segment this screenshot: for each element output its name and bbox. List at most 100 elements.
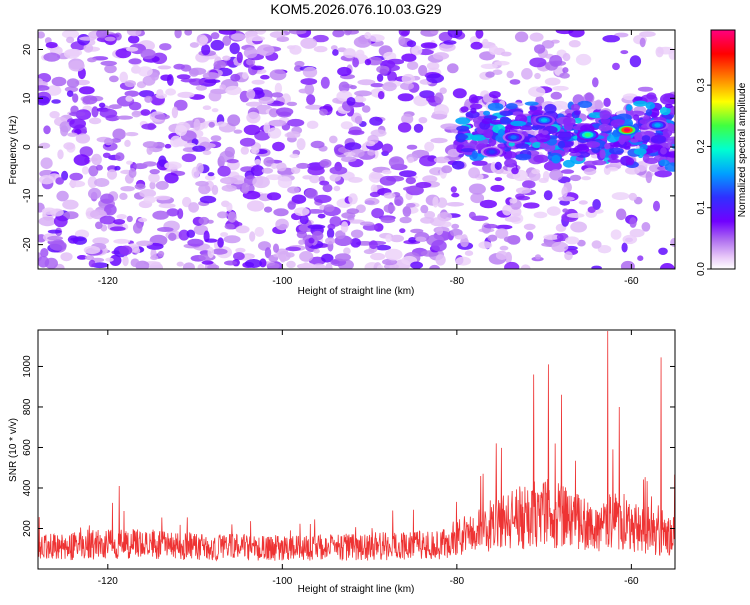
x-tick-label: -80 [450, 276, 465, 287]
spectrogram-cell [481, 118, 493, 125]
spectrogram-cell [38, 85, 50, 91]
spectrogram-cell [369, 116, 383, 126]
spectrogram-cell [152, 210, 169, 220]
spectrogram-cell [286, 260, 296, 268]
spectrogram-cell [305, 104, 323, 110]
spectrogram-cell [465, 110, 480, 119]
spectrogram-cell [109, 226, 126, 231]
spectrogram-cell [256, 44, 275, 56]
spectrogram-cell [494, 177, 503, 182]
spectrogram-cell [440, 123, 459, 130]
spectrogram-cell [216, 121, 228, 127]
spectrogram-cell [534, 254, 542, 260]
spectrogram-cell [433, 156, 450, 164]
spectrogram-cell [104, 36, 116, 42]
spectrogram-cell [405, 177, 416, 185]
spectrogram-cell [132, 222, 143, 234]
spectrogram-cell [139, 189, 157, 198]
spectrogram-cell [483, 128, 494, 139]
spectrogram-cell [489, 91, 501, 99]
spectrogram-cell [170, 135, 182, 148]
spectrogram-cell [100, 60, 117, 66]
spectrogram-cell [112, 128, 126, 140]
spectrogram-cell [552, 85, 569, 91]
spectrogram-cell [196, 162, 204, 174]
spectrogram-cell [49, 111, 60, 119]
spectrogram-cell [575, 53, 592, 66]
spectrogram-cell [568, 40, 581, 48]
snr-panel: -120 -100 -80 -60 200 400 600 800 1000 Height of… [8, 329, 676, 595]
spectrogram-cell [287, 186, 300, 194]
spectrogram-cell [494, 161, 502, 170]
spectrogram-cell [177, 91, 195, 98]
spectrogram-cell [516, 195, 531, 201]
spectrogram-cell [626, 157, 635, 166]
spectrogram-cell [370, 173, 384, 180]
spectrogram-cell [271, 163, 278, 169]
spectrogram-cell [146, 146, 153, 155]
spectrogram-cell [210, 135, 222, 142]
spectrogram-cell [485, 71, 495, 78]
spectrogram-cell [500, 51, 512, 57]
spectrogram-cell [490, 119, 503, 125]
spectrogram-cell [63, 211, 79, 220]
y-tick-label: 20 [22, 44, 33, 56]
spectrogram-cell [367, 34, 385, 42]
spectrogram-cell [128, 101, 142, 111]
spectrogram-cell [418, 65, 428, 76]
spectrogram-cell [193, 118, 201, 131]
spectrogram-cell [581, 176, 591, 181]
spectrogram-cell [400, 82, 414, 91]
y-tick-label: 1000 [22, 355, 33, 378]
spectrogram-cell [645, 108, 653, 116]
spectrogram-cell [633, 148, 647, 156]
spectrogram-cell [639, 37, 646, 48]
spectrogram-cell [471, 150, 478, 159]
spectrogram-cell [450, 186, 457, 193]
spectrogram-cell [624, 145, 631, 150]
spectrogram-cell [100, 193, 114, 204]
spectrogram-cell [144, 95, 153, 103]
spectrogram-cell [277, 176, 292, 189]
spectrogram-cell [244, 259, 263, 268]
spectrogram-cell [544, 103, 557, 114]
spectrogram-cell [118, 245, 133, 256]
spectrogram-cell [539, 143, 547, 148]
spectrogram-cell [594, 99, 603, 110]
spectrogram-cell [64, 86, 79, 93]
spectrogram-cell [309, 174, 320, 184]
spectrogram-cell [666, 123, 675, 131]
spectrogram-cell [348, 193, 358, 205]
spectrogram-cell [629, 228, 645, 238]
spectrogram-cell [248, 35, 266, 42]
spectrogram-cell [157, 65, 172, 70]
spectrogram-cell [660, 147, 667, 155]
spectrogram-cell [411, 45, 423, 56]
spectrogram-cell [499, 245, 509, 251]
spectrogram-cell [377, 91, 385, 100]
spectrogram-cell [664, 162, 675, 172]
spectrogram-cell [479, 199, 497, 209]
spectrogram-cell [376, 73, 384, 82]
spectrogram-cell [154, 114, 170, 120]
spectrogram-peak [488, 150, 495, 154]
spectrogram-cell [515, 143, 530, 149]
spectrogram-cell [440, 221, 452, 228]
spectrogram-cell [47, 235, 63, 241]
spectrogram-cell [158, 203, 176, 209]
spectrogram-cell [523, 223, 536, 230]
spectrogram-cell [426, 73, 444, 84]
spectrogram-cell [222, 35, 232, 46]
spectrogram-cell [379, 175, 397, 186]
spectrogram-cell [606, 166, 619, 172]
spectrogram-cell [66, 90, 74, 97]
spectrogram-cell [503, 236, 519, 243]
spectrogram-cell [511, 167, 519, 175]
spectrogram-cell [422, 175, 438, 183]
spectrogram-cell [260, 74, 270, 80]
spectrogram-cell [370, 83, 384, 88]
spectrogram-cell [333, 185, 341, 192]
spectrogram-cell [470, 192, 485, 204]
